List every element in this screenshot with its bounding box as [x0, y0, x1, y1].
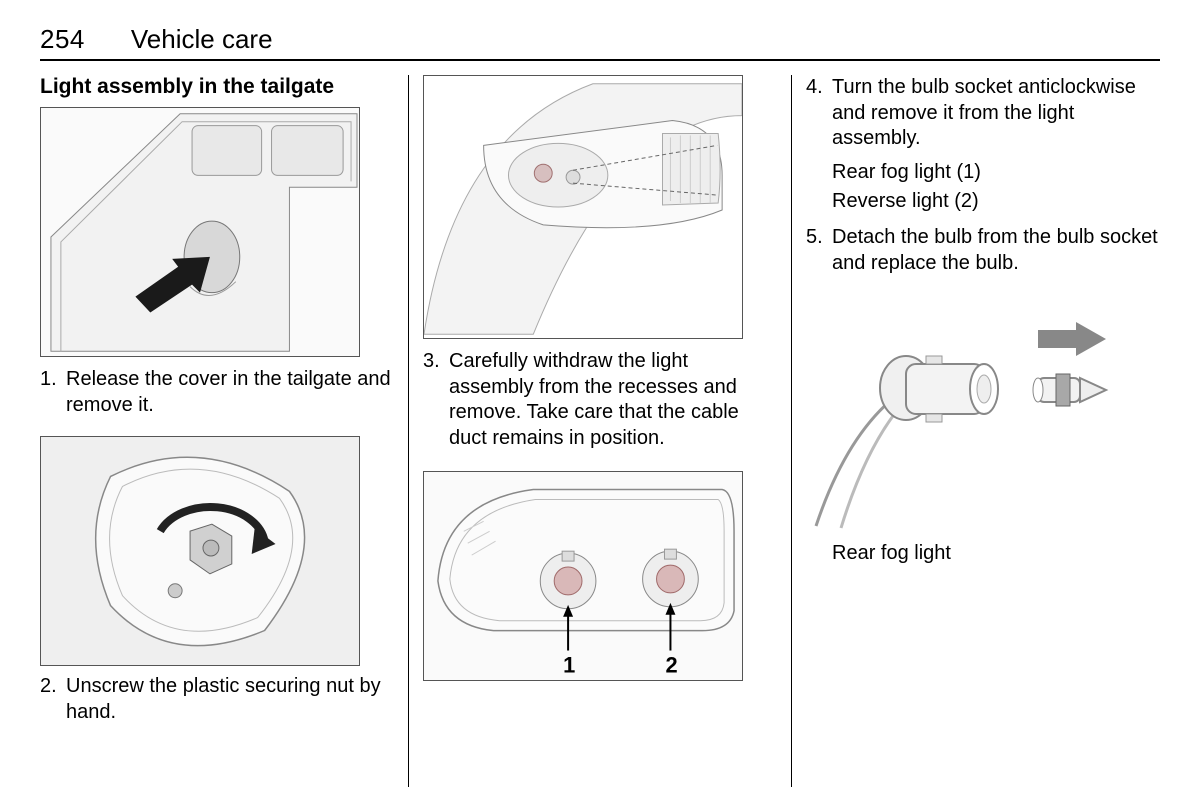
figure-bulb-removal — [806, 316, 1126, 536]
column-1: Light assembly in the tailgate — [40, 75, 408, 787]
step-text: Turn the bulb socket anticlockwise and r… — [832, 76, 1136, 149]
bulb-removal-illustration — [806, 316, 1126, 536]
step-number: 5. — [806, 225, 823, 251]
step-text: Detach the bulb from the bulb socket and… — [832, 226, 1158, 274]
column-2: 3. Carefully withdraw the light assembly… — [409, 75, 791, 787]
figure-securing-nut — [40, 436, 360, 666]
step-4: 4. Turn the bulb socket anticlockwise an… — [832, 75, 1160, 215]
step-4-sub2: Reverse light (2) — [832, 189, 1160, 215]
step-number: 1. — [40, 367, 57, 393]
svg-text:1: 1 — [563, 653, 575, 678]
figure-caption: Rear fog light — [832, 542, 1160, 565]
column-3: 4. Turn the bulb socket anticlockwise an… — [792, 75, 1160, 787]
steps-col1a: 1. Release the cover in the tailgate and… — [40, 367, 394, 428]
step-text: Unscrew the plastic securing nut by hand… — [66, 675, 381, 723]
tailgate-cover-illustration — [41, 107, 359, 357]
manual-page: 254 Vehicle care Light assembly in the t… — [0, 0, 1200, 802]
bulb-sockets-illustration: 1 2 — [424, 471, 742, 681]
page-title: Vehicle care — [131, 24, 273, 55]
section-heading: Light assembly in the tailgate — [40, 75, 394, 99]
steps-col1b: 2. Unscrew the plastic securing nut by h… — [40, 674, 394, 735]
page-number: 254 — [40, 24, 85, 55]
step-2: 2. Unscrew the plastic securing nut by h… — [66, 674, 394, 725]
columns: Light assembly in the tailgate — [40, 75, 1160, 787]
step-number: 3. — [423, 349, 440, 375]
figure-withdraw-assembly — [423, 75, 743, 339]
step-4-sub1: Rear fog light (1) — [832, 160, 1160, 186]
step-number: 4. — [806, 75, 823, 101]
step-text: Release the cover in the tailgate and re… — [66, 368, 391, 416]
steps-col3: 4. Turn the bulb socket anticlockwise an… — [806, 75, 1160, 286]
withdraw-assembly-illustration — [424, 75, 742, 339]
step-text: Carefully withdraw the light assembly fr… — [449, 350, 739, 449]
page-header: 254 Vehicle care — [40, 24, 1160, 61]
figure-tailgate-cover — [40, 107, 360, 357]
figure-bulb-sockets: 1 2 — [423, 471, 743, 681]
step-1: 1. Release the cover in the tailgate and… — [66, 367, 394, 418]
step-number: 2. — [40, 674, 57, 700]
svg-text:2: 2 — [665, 653, 677, 678]
steps-col2: 3. Carefully withdraw the light assembly… — [423, 349, 777, 461]
step-5: 5. Detach the bulb from the bulb socket … — [832, 225, 1160, 276]
securing-nut-illustration — [41, 436, 359, 666]
step-3: 3. Carefully withdraw the light assembly… — [449, 349, 777, 451]
